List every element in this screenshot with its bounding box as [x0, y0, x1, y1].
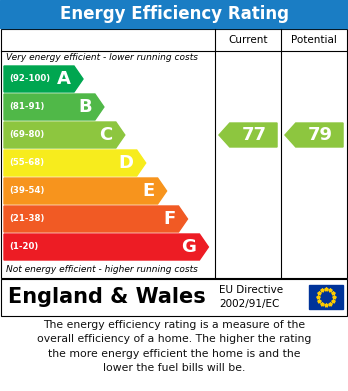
Polygon shape	[4, 122, 125, 148]
Text: Very energy efficient - lower running costs: Very energy efficient - lower running co…	[6, 53, 198, 62]
Text: (81-91): (81-91)	[9, 102, 45, 111]
Text: B: B	[78, 98, 92, 116]
Text: D: D	[119, 154, 134, 172]
Polygon shape	[4, 206, 188, 232]
Bar	[1, 279, 347, 316]
Text: (55-68): (55-68)	[9, 158, 44, 167]
Text: G: G	[182, 238, 196, 256]
Text: (92-100): (92-100)	[9, 75, 50, 84]
Polygon shape	[285, 123, 343, 147]
Text: (1-20): (1-20)	[9, 242, 38, 251]
Text: The energy efficiency rating is a measure of the
overall efficiency of a home. T: The energy efficiency rating is a measur…	[37, 320, 311, 373]
Text: England & Wales: England & Wales	[8, 287, 206, 307]
Text: E: E	[142, 182, 155, 200]
Text: A: A	[57, 70, 71, 88]
Text: Potential: Potential	[291, 35, 337, 45]
Polygon shape	[4, 66, 83, 92]
Bar	[0, 0, 348, 28]
Text: C: C	[100, 126, 113, 144]
Polygon shape	[4, 234, 208, 260]
Text: (69-80): (69-80)	[9, 131, 44, 140]
Bar	[1, 29, 347, 278]
Polygon shape	[4, 94, 104, 120]
Polygon shape	[4, 178, 167, 204]
Text: (39-54): (39-54)	[9, 187, 45, 196]
Text: (21-38): (21-38)	[9, 215, 45, 224]
Text: Not energy efficient - higher running costs: Not energy efficient - higher running co…	[6, 265, 198, 274]
Text: 79: 79	[307, 126, 332, 144]
Text: 77: 77	[241, 126, 266, 144]
Text: EU Directive
2002/91/EC: EU Directive 2002/91/EC	[219, 285, 283, 308]
Text: Current: Current	[228, 35, 268, 45]
Polygon shape	[4, 150, 146, 176]
Polygon shape	[219, 123, 277, 147]
Text: F: F	[163, 210, 175, 228]
Text: Energy Efficiency Rating: Energy Efficiency Rating	[60, 5, 288, 23]
Bar	[309, 285, 343, 309]
